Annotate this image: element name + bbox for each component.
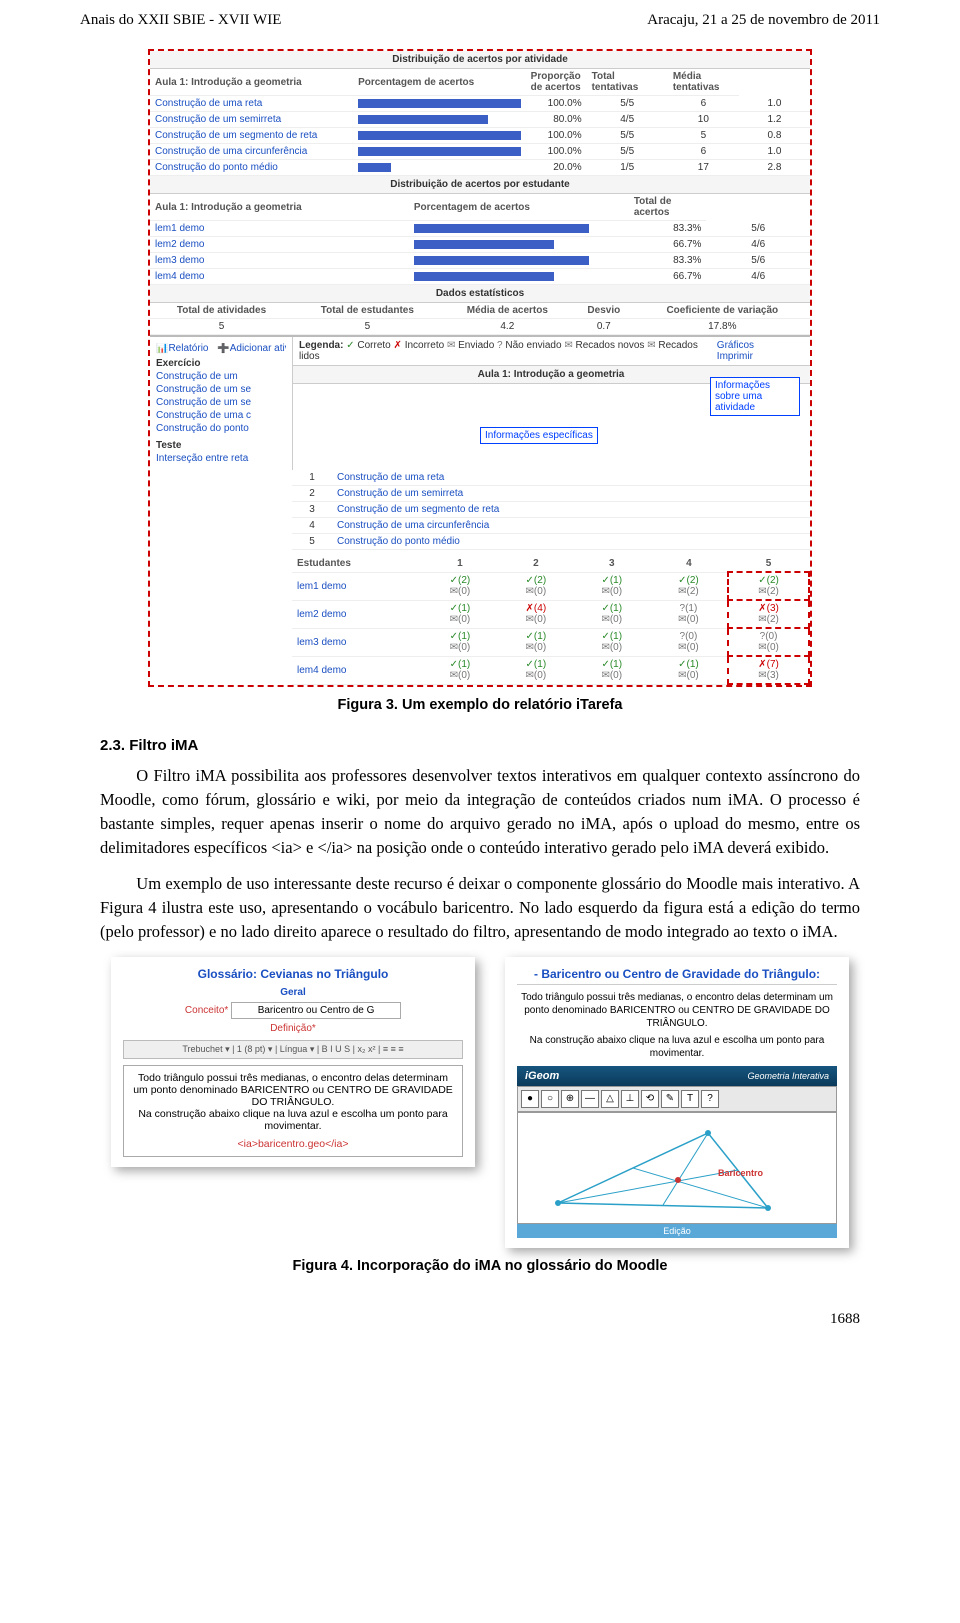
sidebar-item[interactable]: Construção de um se [156, 397, 286, 408]
toolbar-link[interactable]: Gráficos [717, 340, 754, 351]
applet-tool-button[interactable]: △ [601, 1090, 619, 1108]
applet-footer: Edição [517, 1224, 837, 1238]
applet-canvas[interactable]: Baricentro [517, 1112, 837, 1224]
sidebar-item[interactable]: Interseção entre reta [156, 453, 286, 464]
baricentro-label: Baricentro [718, 1168, 763, 1178]
sidebar-item[interactable]: Construção de uma c [156, 410, 286, 421]
header-left: Anais do XXII SBIE - XVII WIE [80, 12, 281, 29]
applet-tool-button[interactable]: ● [521, 1090, 539, 1108]
callout-activity: Informações sobre uma atividade [710, 377, 800, 416]
section-heading: 2.3. Filtro iMA [100, 737, 860, 754]
definition-label: Definição* [270, 1023, 316, 1034]
glossary-editor: Glossário: Cevianas no Triângulo Geral C… [111, 957, 475, 1167]
applet-tool-button[interactable]: ✎ [661, 1090, 679, 1108]
sidebar-item[interactable]: Construção do ponto [156, 423, 286, 434]
paragraph-1: O Filtro iMA possibilita aos professores… [100, 764, 860, 860]
glossary-title: Glossário: Cevianas no Triângulo [123, 967, 463, 981]
add-activity-link[interactable]: ➕Adicionar atividade [217, 343, 286, 354]
applet-tool-button[interactable]: T [681, 1090, 699, 1108]
applet-tool-button[interactable]: ⟲ [641, 1090, 659, 1108]
applet-tool-button[interactable]: ○ [541, 1090, 559, 1108]
editor-toolbar[interactable]: Trebuchet ▾ | 1 (8 pt) ▾ | Língua ▾ | B … [123, 1040, 463, 1059]
applet-tool-button[interactable]: ⊕ [561, 1090, 579, 1108]
concept-input[interactable]: Baricentro ou Centro de G [231, 1002, 401, 1019]
sidebar-item[interactable]: Construção de um [156, 371, 286, 382]
entry-header: - Baricentro ou Centro de Gravidade do T… [517, 967, 837, 985]
applet-titlebar: iGeom Geometria Interativa [517, 1066, 837, 1086]
applet-tool-button[interactable]: — [581, 1090, 599, 1108]
concept-label: Conceito* [185, 1005, 228, 1016]
applet-tool-button[interactable]: ? [701, 1090, 719, 1108]
toolbar-link[interactable]: Imprimir [717, 351, 753, 362]
page-number: 1688 [830, 1311, 860, 1328]
figure-4: Glossário: Cevianas no Triângulo Geral C… [100, 957, 860, 1274]
applet-toolbar[interactable]: ●○⊕—△⊥⟲✎T? [517, 1086, 837, 1112]
glossary-result: - Baricentro ou Centro de Gravidade do T… [505, 957, 849, 1248]
applet-tool-button[interactable]: ⊥ [621, 1090, 639, 1108]
figure-3-caption: Figura 3. Um exemplo do relatório iTaref… [100, 697, 860, 713]
relatorio-link[interactable]: 📊Relatório [156, 343, 208, 354]
entry-desc-1: Todo triângulo possui três medianas, o e… [517, 991, 837, 1030]
group-label: Geral [123, 987, 463, 998]
header-right: Aracaju, 21 a 25 de novembro de 2011 [647, 12, 880, 29]
callout-specific: Informações específicas [480, 427, 598, 444]
sidebar-item[interactable]: Construção de um se [156, 384, 286, 395]
figure-4-caption: Figura 4. Incorporação do iMA no glossár… [100, 1258, 860, 1274]
editor-textarea[interactable]: Todo triângulo possui três medianas, o e… [123, 1065, 463, 1157]
paragraph-2: Um exemplo de uso interessante deste rec… [100, 872, 860, 944]
figure-3: Distribuição de acertos por atividade Au… [100, 49, 860, 713]
entry-desc-2: Na construção abaixo clique na luva azul… [517, 1034, 837, 1060]
